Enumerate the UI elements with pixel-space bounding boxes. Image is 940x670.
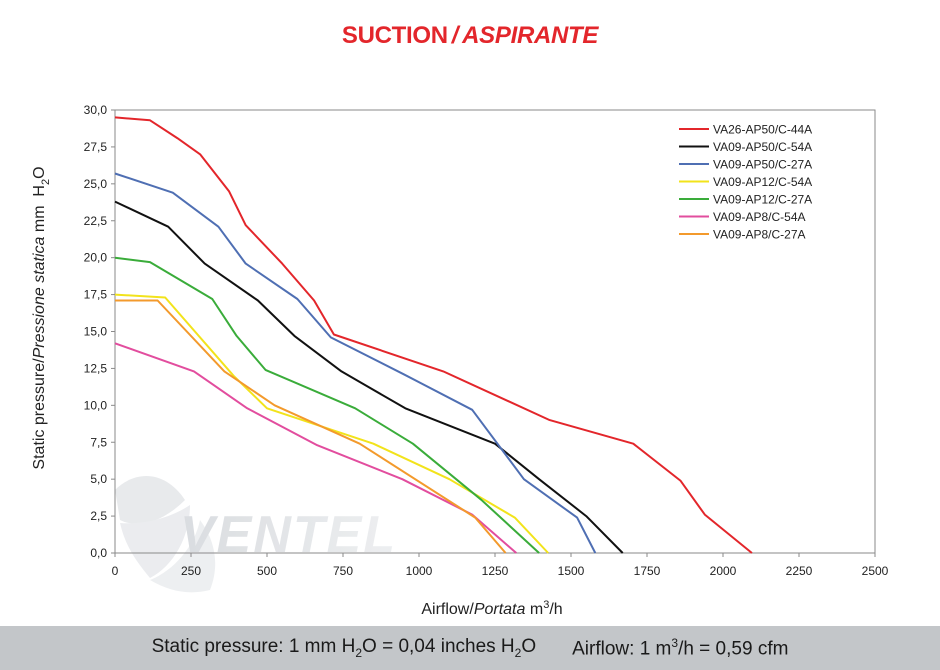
legend-item: VA09-AP8/C-27A xyxy=(679,228,806,242)
legend-label: VA09-AP50/C-27A xyxy=(713,158,812,172)
y-tick-label: 22,5 xyxy=(84,214,108,228)
x-tick-label: 1500 xyxy=(558,564,585,578)
y-tick-label: 25,0 xyxy=(84,177,108,191)
y-tick-label: 15,0 xyxy=(84,325,108,339)
static-pressure-conversion: Static pressure: 1 mm H2O = 0,04 inches … xyxy=(151,636,537,660)
x-tick-label: 1750 xyxy=(634,564,661,578)
y-tick-label: 0,0 xyxy=(90,546,107,560)
series-line-2 xyxy=(114,200,624,554)
airflow-conversion: Airflow: 1 m3/h = 0,59 cfm xyxy=(572,635,789,660)
x-tick-label: 1250 xyxy=(482,564,509,578)
y-tick-label: 7,5 xyxy=(90,435,107,449)
y-tick-label: 10,0 xyxy=(84,398,108,412)
ventel-logo-watermark: VENTEL xyxy=(115,476,397,593)
y-tick-label: 30,0 xyxy=(84,103,108,117)
y-axis-label: Static pressure/Pressione statica mm H2O xyxy=(31,166,52,469)
legend-item: VA09-AP8/C-54A xyxy=(679,210,806,224)
chart-title: SUCTION / ASPIRANTE xyxy=(341,22,599,49)
x-tick-label: 750 xyxy=(333,564,353,578)
x-axis: 0 250 500 750 1000 1250 1500 1750 2000 2250 2500 xyxy=(112,553,889,578)
series-line-7 xyxy=(115,299,507,554)
x-tick-label: 1000 xyxy=(406,564,433,578)
series-line-1 xyxy=(114,116,753,554)
legend-label: VA09-AP12/C-54A xyxy=(713,175,812,189)
legend-item: VA09-AP50/C-27A xyxy=(679,158,812,172)
legend-label: VA26-AP50/C-44A xyxy=(713,123,812,137)
chart: VENTEL 0,0 2,5 5,0 7,5 10,0 12,5 15,0 17,5 20,0 2… xyxy=(31,103,889,618)
watermark-text: VENTEL xyxy=(180,506,397,564)
x-tick-label: 0 xyxy=(112,564,119,578)
legend-item: VA09-AP50/C-54A xyxy=(679,140,812,154)
x-axis-label: Airflow/Portata m3/h xyxy=(421,599,562,618)
series-line-5 xyxy=(114,256,540,554)
y-axis: 0,0 2,5 5,0 7,5 10,0 12,5 15,0 17,5 20,0 22,5 25,0… xyxy=(84,103,115,560)
legend-label: VA09-AP8/C-27A xyxy=(713,228,806,242)
series-line-3 xyxy=(114,172,597,554)
legend-item: VA09-AP12/C-54A xyxy=(679,175,812,189)
legend-label: VA09-AP12/C-27A xyxy=(713,193,812,207)
legend-item: VA09-AP12/C-27A xyxy=(679,193,812,207)
y-tick-label: 5,0 xyxy=(90,472,107,486)
x-tick-label: 2500 xyxy=(862,564,889,578)
legend-item: VA26-AP50/C-44A xyxy=(679,123,812,137)
x-tick-label: 2250 xyxy=(786,564,813,578)
legend-label: VA09-AP50/C-54A xyxy=(713,140,812,154)
y-tick-label: 20,0 xyxy=(84,251,108,265)
x-tick-label: 2000 xyxy=(710,564,737,578)
x-tick-label: 250 xyxy=(181,564,201,578)
y-tick-label: 27,5 xyxy=(84,140,108,154)
y-tick-label: 17,5 xyxy=(84,288,108,302)
series-group xyxy=(114,116,753,554)
legend-label: VA09-AP8/C-54A xyxy=(713,210,806,224)
footer-conversion-bar: Static pressure: 1 mm H2O = 0,04 inches … xyxy=(0,626,940,670)
x-tick-label: 500 xyxy=(257,564,277,578)
y-tick-label: 2,5 xyxy=(90,509,107,523)
legend: VA26-AP50/C-44A VA09-AP50/C-54A VA09-AP50/… xyxy=(679,123,812,242)
y-tick-label: 12,5 xyxy=(84,361,108,375)
